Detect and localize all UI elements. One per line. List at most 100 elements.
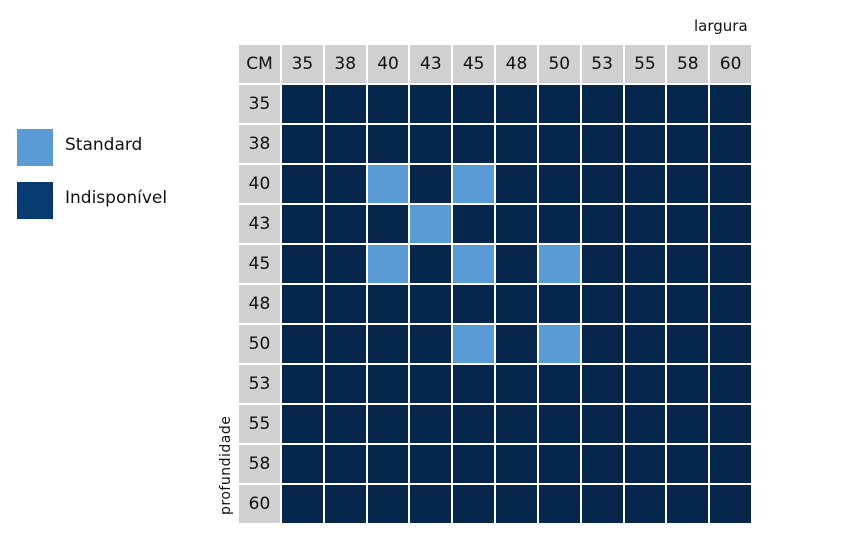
cell: [366, 284, 410, 324]
column-header: 58: [666, 44, 710, 84]
cell: [623, 324, 667, 364]
cell: [666, 324, 710, 364]
cell: [409, 444, 453, 484]
cell: [452, 364, 496, 404]
cell: [323, 484, 367, 524]
cell: [409, 284, 453, 324]
cell: [452, 284, 496, 324]
column-header: 38: [323, 44, 367, 84]
cell: [452, 484, 496, 524]
cell: [623, 204, 667, 244]
column-header: 43: [409, 44, 453, 84]
cell: [281, 284, 324, 324]
cell: [709, 84, 752, 124]
cell: [495, 364, 538, 404]
cell: [580, 244, 624, 284]
cell: [709, 404, 752, 444]
cell: [709, 204, 752, 244]
row-header: 55: [238, 404, 281, 444]
cell: [666, 244, 710, 284]
cell: [623, 284, 667, 324]
cell: [623, 84, 667, 124]
corner-header: CM: [238, 44, 281, 84]
cell: [281, 484, 324, 524]
cell: [495, 84, 538, 124]
cell: [281, 164, 324, 204]
cell: [537, 244, 581, 284]
cell: [409, 164, 453, 204]
column-header: 55: [623, 44, 667, 84]
row-header: 40: [238, 164, 281, 204]
cell: [323, 244, 367, 284]
cell: [495, 404, 538, 444]
cell: [666, 364, 710, 404]
cell: [666, 484, 710, 524]
column-header: 60: [709, 44, 752, 84]
cell: [709, 124, 752, 164]
cell: [666, 124, 710, 164]
cell: [495, 244, 538, 284]
cell: [409, 84, 453, 124]
cell: [623, 124, 667, 164]
row-header: 43: [238, 204, 281, 244]
legend-swatch: [17, 129, 53, 166]
cell: [452, 324, 496, 364]
cell: [623, 244, 667, 284]
column-header: 48: [495, 44, 538, 84]
column-header: 50: [537, 44, 581, 84]
cell: [666, 444, 710, 484]
cell: [409, 204, 453, 244]
legend-label: Standard: [65, 135, 143, 155]
cell: [580, 324, 624, 364]
cell: [281, 244, 324, 284]
cell: [666, 164, 710, 204]
cell: [495, 164, 538, 204]
cell: [709, 444, 752, 484]
depth-label: profundidade: [218, 415, 234, 515]
legend-label: Indisponível: [65, 188, 168, 208]
cell: [537, 164, 581, 204]
cell: [495, 204, 538, 244]
cell: [366, 324, 410, 364]
cell: [623, 444, 667, 484]
cell: [709, 484, 752, 524]
cell: [537, 364, 581, 404]
cell: [666, 204, 710, 244]
cell: [537, 484, 581, 524]
cell: [580, 364, 624, 404]
cell: [580, 84, 624, 124]
cell: [409, 324, 453, 364]
column-header: 53: [580, 44, 624, 84]
cell: [366, 244, 410, 284]
cell: [537, 204, 581, 244]
row-header: 45: [238, 244, 281, 284]
cell: [281, 204, 324, 244]
cell: [366, 444, 410, 484]
cell: [580, 444, 624, 484]
cell: [580, 484, 624, 524]
cell: [366, 204, 410, 244]
cell: [323, 84, 367, 124]
legend-swatch: [17, 182, 53, 219]
row-header: 50: [238, 324, 281, 364]
cell: [409, 124, 453, 164]
cell: [709, 364, 752, 404]
cell: [281, 364, 324, 404]
cell: [366, 84, 410, 124]
cell: [537, 124, 581, 164]
cell: [537, 444, 581, 484]
cell: [323, 124, 367, 164]
column-header: 35: [281, 44, 324, 84]
cell: [452, 164, 496, 204]
cell: [452, 124, 496, 164]
cell: [281, 444, 324, 484]
cell: [366, 484, 410, 524]
cell: [709, 284, 752, 324]
cell: [537, 404, 581, 444]
cell: [366, 404, 410, 444]
cell: [409, 484, 453, 524]
cell: [323, 204, 367, 244]
cell: [623, 364, 667, 404]
cell: [623, 484, 667, 524]
